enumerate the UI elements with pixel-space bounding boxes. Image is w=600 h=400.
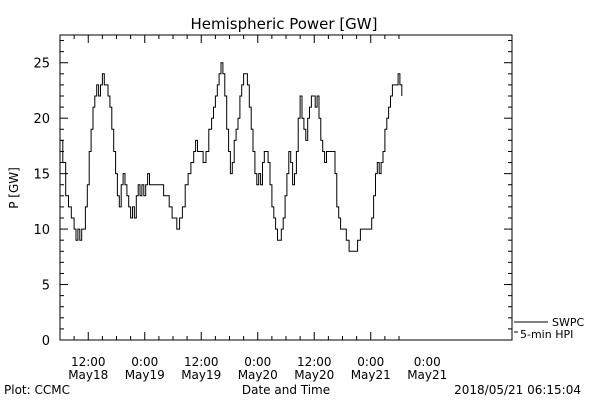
x-tick-time-label: 12:00 [184,355,219,369]
y-axis-label: P [GW] [7,167,21,209]
y-tick-label: 5 [42,279,50,294]
x-tick-date-label: May20 [294,368,334,382]
x-tick-date-label: May21 [351,368,391,382]
footer-credit: Plot: CCMC [4,383,70,397]
chart-legend: SWPC 5-min HPI [514,316,584,341]
x-tick-time-label: 0:00 [131,355,158,369]
x-tick-time-label: 0:00 [357,355,384,369]
x-tick-time-label: 0:00 [414,355,441,369]
y-tick-label: 20 [33,112,50,127]
y-tick-label: 0 [42,334,50,349]
series-layer [60,62,403,252]
y-tick-label: 25 [33,57,50,72]
legend-label-hpi: 5-min HPI [520,328,573,341]
footer-timestamp: 2018/05/21 06:15:04 [454,383,581,397]
x-tick-time-label: 12:00 [71,355,106,369]
y-tick-label: 15 [33,168,50,183]
x-tick-time-label: 12:00 [297,355,332,369]
x-tick-date-label: May21 [407,368,447,382]
x-tick-date-label: May19 [125,368,165,382]
x-axis: 12:00May180:00May1912:00May190:00May2012… [59,35,447,382]
x-axis-label: Date and Time [242,383,330,397]
y-axis: 0 5 10 15 20 25 [33,40,512,349]
legend-label-swpc: SWPC [552,316,584,329]
x-tick-date-label: May19 [181,368,221,382]
x-tick-date-label: May20 [238,368,278,382]
x-tick-time-label: 0:00 [244,355,271,369]
series-line-swpc [60,62,403,252]
plot-frame [59,34,513,341]
x-tick-date-label: May18 [68,368,108,382]
y-tick-label: 10 [33,223,50,238]
chart-title: Hemispheric Power [GW] [191,15,378,33]
